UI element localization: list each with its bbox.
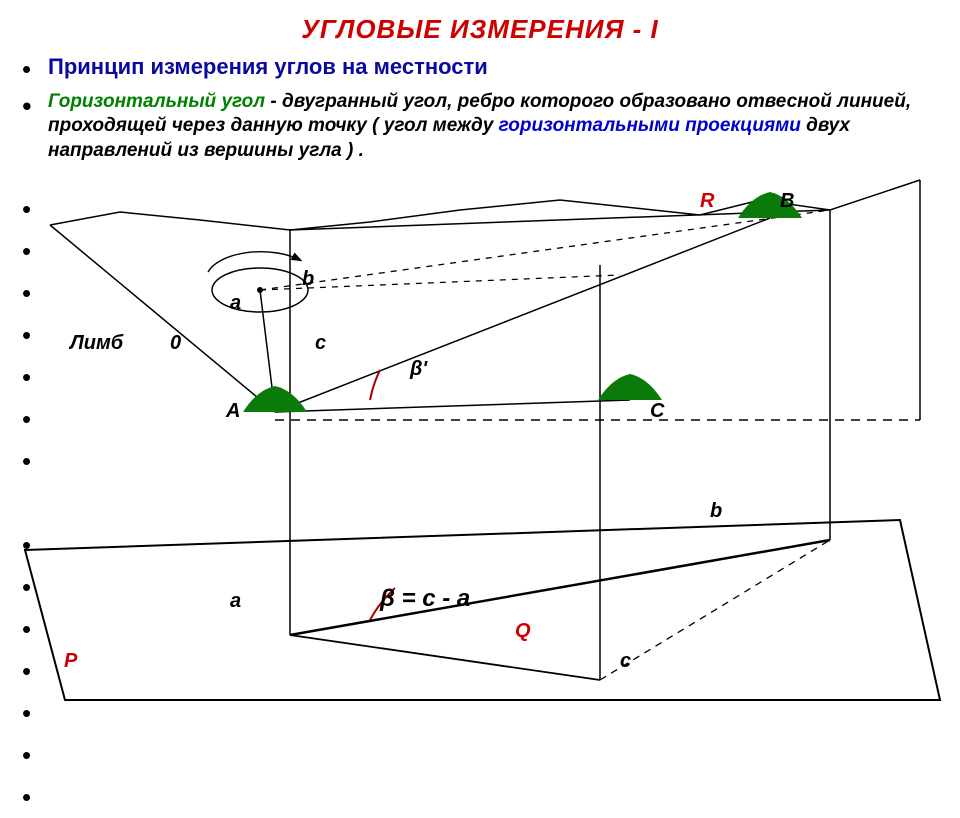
label-P: P (64, 650, 77, 673)
diagram (0, 0, 960, 720)
label-c-top: c (315, 332, 326, 355)
label-beta-eq: β = c - a (380, 585, 470, 613)
label-A: A (226, 400, 240, 423)
label-limb: Лимб (70, 332, 123, 355)
label-b-top: b (302, 268, 314, 291)
label-C: C (650, 400, 664, 423)
label-c-low: c (620, 650, 631, 673)
label-b-low: b (710, 500, 722, 523)
label-a-low: a (230, 590, 241, 613)
label-beta-prime: β' (410, 358, 427, 381)
label-R: R (700, 190, 714, 213)
label-a-top: a (230, 292, 241, 315)
label-Q: Q (515, 620, 531, 643)
label-B: B (780, 190, 794, 213)
label-zero: 0 (170, 332, 181, 355)
